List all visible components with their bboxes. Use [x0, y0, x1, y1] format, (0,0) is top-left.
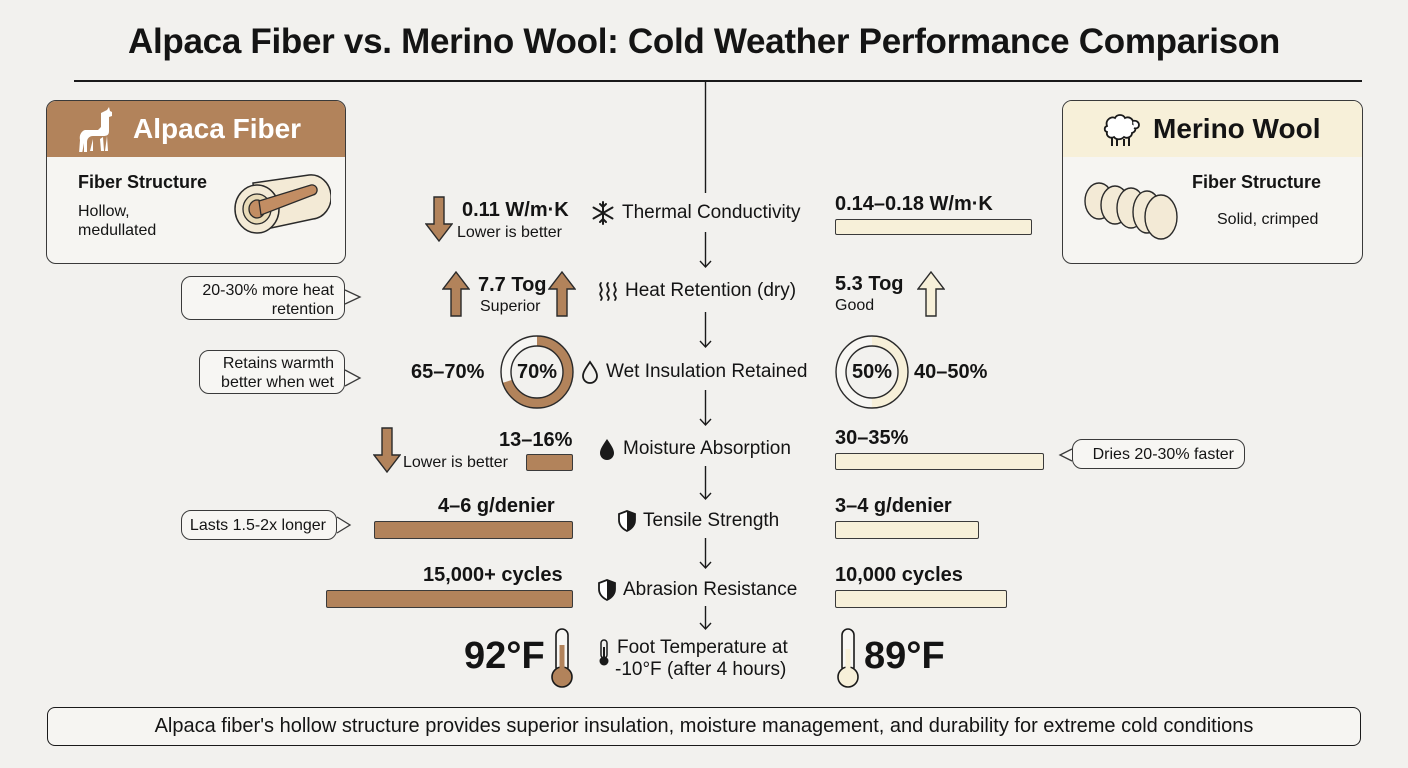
merino-ring-inner-edge — [845, 345, 899, 399]
tensile-alpaca-bar — [374, 521, 573, 539]
alpaca-icon — [79, 107, 112, 152]
thermal-alpaca-note: Lower is better — [457, 224, 562, 241]
thermometer-icon — [837, 628, 859, 688]
merino-structure-desc: Solid, crimped — [1217, 211, 1319, 228]
page-title: Alpaca Fiber vs. Merino Wool: Cold Weath… — [128, 22, 1280, 61]
heat-waves-icon — [599, 282, 617, 301]
metric-tensile-strength: Tensile Strength — [617, 509, 779, 533]
moisture-label: Moisture Absorption — [623, 438, 791, 459]
foot-label-line1: Foot Temperature at — [617, 637, 788, 658]
moisture-alpaca-value: 13–16% — [499, 429, 573, 451]
arrow-down-icon — [425, 196, 453, 242]
thermal-merino-value: 0.14–0.18 W/m·K — [835, 193, 993, 215]
moisture-merino-bar — [835, 453, 1044, 470]
wet-merino-ring-label: 50% — [851, 361, 893, 383]
metric-moisture-absorption: Moisture Absorption — [597, 437, 791, 461]
merino-card-header: Merino Wool — [1063, 101, 1362, 157]
metric-wet-insulation: Wet Insulation Retained — [580, 360, 807, 384]
merino-ring-chart — [835, 335, 909, 409]
tensile-label: Tensile Strength — [643, 510, 780, 531]
summary-footer: Alpaca fiber's hollow structure provides… — [47, 707, 1361, 746]
tensile-alpaca-value: 4–6 g/denier — [438, 495, 555, 517]
alpaca-card: Alpaca Fiber Fiber Structure Hollow, med… — [46, 100, 346, 264]
heat-alpaca-note: Superior — [480, 298, 541, 315]
merino-ring-outer-edge — [835, 335, 909, 409]
heat-callout-line1: 20-30% more heat — [202, 282, 334, 299]
wet-insulation-callout: Retains warmth better when wet — [199, 350, 345, 394]
droplet-outline-icon — [582, 360, 598, 384]
abrasion-alpaca-value: 15,000+ cycles — [423, 564, 563, 586]
alpaca-ring-fill — [501, 336, 573, 408]
droplet-icon — [600, 439, 614, 460]
arrow-up-icon — [917, 271, 945, 317]
tensile-merino-bar — [835, 521, 979, 539]
heat-callout-line2: retention — [271, 301, 334, 318]
title-divider — [74, 80, 1362, 82]
thermometer-icon — [551, 628, 573, 688]
wet-callout-line2: better when wet — [221, 374, 334, 391]
thermal-alpaca-value: 0.11 W/m·K — [462, 199, 569, 221]
wet-alpaca-value: 65–70% — [411, 361, 485, 383]
thermometer-icon — [599, 639, 609, 666]
wet-merino-value: 40–50% — [914, 361, 988, 383]
alpaca-structure-desc-line2: medullated — [78, 222, 157, 239]
heat-merino-note: Good — [835, 297, 875, 314]
metric-foot-temperature: Foot Temperature at -10°F (after 4 hours… — [597, 637, 788, 681]
abrasion-label: Abrasion Resistance — [623, 579, 798, 600]
alpaca-ring-inner-edge — [510, 345, 564, 399]
wet-alpaca-ring-label: 70% — [516, 361, 558, 383]
alpaca-ring-outer-edge — [500, 335, 574, 409]
thermal-merino-bar — [835, 219, 1032, 235]
moisture-callout: Dries 20-30% faster — [1072, 439, 1245, 469]
solid-fiber-illustration — [1084, 182, 1178, 240]
tensile-merino-value: 3–4 g/denier — [835, 495, 952, 517]
hollow-fiber-illustration — [234, 174, 331, 234]
arrow-up-icon — [442, 271, 470, 317]
wet-merino-ring: 50% — [834, 334, 910, 410]
wet-label: Wet Insulation Retained — [606, 361, 808, 382]
arrow-up-icon — [548, 271, 576, 317]
abrasion-merino-value: 10,000 cycles — [835, 564, 963, 586]
heat-retention-callout: 20-30% more heat retention — [181, 276, 345, 320]
foot-alpaca-value: 92°F — [464, 635, 545, 677]
metric-abrasion-resistance: Abrasion Resistance — [597, 578, 797, 602]
foot-label-line2: -10°F (after 4 hours) — [615, 659, 787, 680]
merino-card: Merino Wool Fiber Structure Solid, crimp… — [1062, 100, 1363, 264]
wet-callout-line1: Retains warmth — [222, 355, 334, 372]
metric-heat-retention: Heat Retention (dry) — [597, 280, 796, 302]
wet-alpaca-ring: 70% — [499, 334, 575, 410]
tensile-callout: Lasts 1.5-2x longer — [181, 510, 337, 540]
foot-merino-value: 89°F — [864, 635, 945, 677]
merino-card-title: Merino Wool — [1153, 113, 1321, 144]
heat-merino-value: 5.3 Tog — [835, 273, 904, 295]
shield-icon — [618, 510, 636, 533]
alpaca-structure-desc-line1: Hollow, — [78, 203, 130, 220]
alpaca-ring-chart — [500, 335, 574, 409]
thermal-label: Thermal Conductivity — [622, 202, 801, 223]
heat-label: Heat Retention (dry) — [625, 280, 797, 301]
abrasion-alpaca-bar — [326, 590, 573, 608]
heat-alpaca-value: 7.7 Tog — [478, 274, 547, 296]
merino-structure-label: Fiber Structure — [1192, 172, 1322, 192]
abrasion-merino-bar — [835, 590, 1007, 608]
alpaca-structure-label: Fiber Structure — [78, 172, 208, 192]
alpaca-card-title: Alpaca Fiber — [133, 113, 302, 144]
merino-ring-fill — [836, 336, 908, 408]
moisture-alpaca-bar — [526, 454, 573, 471]
snowflake-icon — [592, 201, 614, 225]
metric-thermal-conductivity: Thermal Conductivity — [590, 200, 800, 226]
moisture-merino-value: 30–35% — [835, 427, 909, 449]
sheep-icon — [1103, 114, 1140, 146]
moisture-alpaca-note: Lower is better — [403, 454, 508, 471]
shield-icon — [598, 579, 616, 602]
alpaca-card-header: Alpaca Fiber — [47, 101, 345, 157]
arrow-down-icon — [373, 427, 401, 473]
